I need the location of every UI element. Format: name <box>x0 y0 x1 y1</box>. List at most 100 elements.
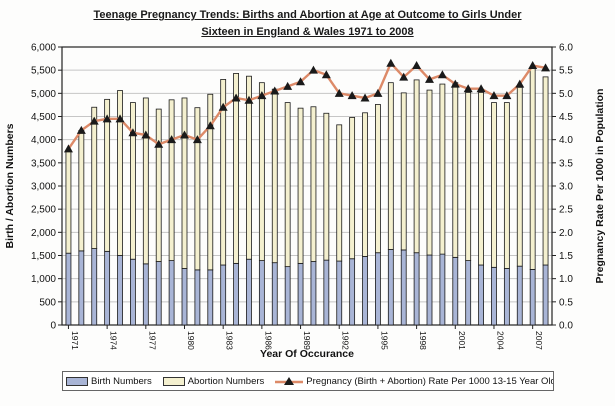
right-axis-tick-label: 3.0 <box>559 182 573 193</box>
rate-marker-1973 <box>89 116 99 125</box>
left-axis-tick-label: 1,500 <box>31 251 56 262</box>
legend-item-births: Birth Numbers <box>66 376 152 387</box>
x-tick-label-2004: 2004 <box>495 331 505 350</box>
rate-marker-1992 <box>334 88 344 97</box>
bar-birth-1973 <box>91 248 98 326</box>
x-tick-label-1977: 1977 <box>147 331 157 350</box>
bar-birth-2002 <box>465 260 472 326</box>
rate-marker-1982 <box>205 121 215 130</box>
bar-birth-1992 <box>336 260 343 326</box>
bar-abortion-1997 <box>400 92 407 251</box>
x-tick-label-2001: 2001 <box>457 331 467 350</box>
bar-abortion-1992 <box>336 124 343 262</box>
rate-marker-1979 <box>167 135 177 144</box>
bar-abortion-1994 <box>362 112 368 257</box>
bar-abortion-2003 <box>478 92 484 266</box>
rate-marker-1999 <box>425 74 434 83</box>
bar-abortion-1976 <box>130 102 136 260</box>
left-axis-tick-label: 5,500 <box>31 66 56 77</box>
left-axis-tick-label: 1,000 <box>31 274 56 285</box>
bar-abortion-1998 <box>413 79 420 254</box>
right-axis-title: Pregnancy Rate Per 1000 in Population <box>594 89 606 284</box>
rate-marker-1987 <box>270 86 280 95</box>
left-axis-tick-label: 0 <box>50 321 56 332</box>
left-axis-tick-label: 5,000 <box>31 89 56 100</box>
bar-birth-1977 <box>142 263 149 326</box>
rate-marker-1991 <box>321 70 331 79</box>
legend-birth-label: Birth Numbers <box>91 375 152 387</box>
bar-birth-1993 <box>349 258 356 326</box>
bar-abortion-2002 <box>465 92 472 261</box>
bar-birth-2000 <box>439 253 446 326</box>
legend-item-rate: Pregnancy (Birth + Abortion) Rate Per 10… <box>275 375 554 387</box>
rate-marker-1996 <box>386 58 396 67</box>
left-axis-tick-label: 4,500 <box>31 112 56 123</box>
rate-marker-1993 <box>347 91 357 100</box>
legend-rate-label: Pregnancy (Birth + Abortion) Rate Per 10… <box>306 375 554 387</box>
bar-birth-1996 <box>387 249 394 326</box>
right-axis-tick-label: 4.5 <box>559 112 573 123</box>
bar-abortion-1983 <box>220 79 227 266</box>
bar-abortion-2005 <box>503 102 510 269</box>
birth-bar-swatch-icon <box>66 376 88 386</box>
rate-marker-2000 <box>437 70 447 79</box>
rate-marker-1985 <box>244 95 254 104</box>
rate-marker-1976 <box>128 128 138 137</box>
bar-abortion-2007 <box>529 67 536 270</box>
rate-marker-2007 <box>528 61 538 70</box>
bar-abortion-1978 <box>155 108 162 262</box>
x-tick-label-1974: 1974 <box>109 331 119 350</box>
right-axis-tick-label: 5.0 <box>559 89 573 100</box>
bar-birth-1984 <box>233 262 239 326</box>
right-axis-tick-label: 4.0 <box>559 135 573 146</box>
bar-birth-1972 <box>78 250 85 326</box>
bar-abortion-1974 <box>104 98 111 252</box>
rate-marker-2004 <box>489 91 499 100</box>
rate-marker-1997 <box>399 72 409 81</box>
bar-birth-1983 <box>220 264 227 326</box>
bar-birth-2003 <box>478 264 484 326</box>
bar-birth-1991 <box>323 259 330 326</box>
rate-marker-2002 <box>463 84 473 93</box>
rate-marker-1984 <box>231 93 241 102</box>
bar-birth-1980 <box>181 268 188 326</box>
bar-birth-1987 <box>271 262 278 326</box>
rate-marker-1974 <box>102 114 112 123</box>
left-axis-tick-label: 2,000 <box>31 228 56 239</box>
chart-title-line2: Sixteen in England & Wales 1971 to 2008 <box>201 25 414 38</box>
bar-birth-1974 <box>104 250 111 326</box>
bar-birth-1975 <box>117 255 123 326</box>
bar-birth-2007 <box>529 268 536 326</box>
right-axis-tick-label: 1.0 <box>559 274 573 285</box>
right-axis-tick-label: 3.5 <box>559 158 573 169</box>
bar-birth-1982 <box>207 269 214 326</box>
abortion-bar-swatch-icon <box>162 376 185 386</box>
right-axis-tick-label: 2.0 <box>559 228 573 239</box>
rate-marker-1975 <box>115 114 125 123</box>
left-axis-tick-label: 4,000 <box>31 135 56 146</box>
left-axis-tick-label: 3,500 <box>31 158 56 169</box>
x-tick-label-1998: 1998 <box>418 331 428 350</box>
left-axis-tick-label: 500 <box>39 297 56 308</box>
bar-abortion-1981 <box>194 107 201 271</box>
bar-abortion-1996 <box>387 82 394 250</box>
bar-abortion-1985 <box>246 75 252 260</box>
rate-line <box>67 61 546 150</box>
right-axis-tick-label: 6.0 <box>559 43 573 54</box>
chart-title: Teenage Pregnancy Trends: Births and Abo… <box>0 7 615 40</box>
bar-abortion-1995 <box>375 104 381 254</box>
bar-abortion-1972 <box>78 129 85 252</box>
right-axis-tick-label: 0.0 <box>559 321 573 332</box>
rate-marker-1983 <box>218 102 228 111</box>
rate-marker-1977 <box>141 130 151 139</box>
bar-abortion-1993 <box>349 117 356 260</box>
chart-title-line1: Teenage Pregnancy Trends: Births and Abo… <box>93 9 522 21</box>
legend-abortion-label: Abortion Numbers <box>187 375 265 387</box>
bar-abortion-1977 <box>142 97 149 265</box>
rate-line-swatch-icon <box>275 376 304 385</box>
rate-marker-1988 <box>283 81 293 90</box>
bar-birth-1989 <box>297 262 304 326</box>
x-tick-label-1980: 1980 <box>186 331 196 350</box>
bar-abortion-1986 <box>258 82 265 261</box>
